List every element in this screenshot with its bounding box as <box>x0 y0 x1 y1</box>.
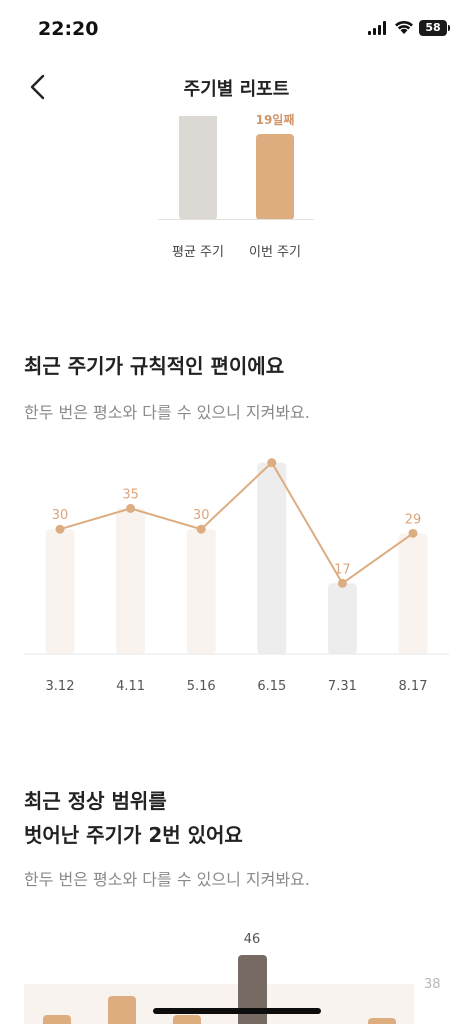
chart-point <box>196 524 206 534</box>
chart-value-label: 46 <box>264 455 281 457</box>
chart-x-tick-label: 5.16 <box>187 679 216 694</box>
chart-x-tick-label: 3.12 <box>46 679 75 694</box>
home-indicator <box>153 1008 321 1014</box>
back-arrow-icon[interactable] <box>22 70 56 104</box>
this-cycle-bar <box>256 134 294 220</box>
status-time: 22:20 <box>38 18 99 40</box>
chart-point <box>337 578 347 588</box>
chart-bar <box>327 583 357 654</box>
chart-value-label: 29 <box>405 512 422 527</box>
cellular-signal-icon <box>368 21 386 35</box>
page-title: 주기별 리포트 <box>183 79 290 100</box>
battery-indicator: 58 <box>419 20 447 36</box>
chart-bar <box>257 462 287 654</box>
chart-value-label: 17 <box>334 562 351 577</box>
chart-point <box>267 458 277 468</box>
battery-cap <box>448 25 450 31</box>
chart-value-label: 30 <box>52 508 69 523</box>
chart-x-tick-label: 4.11 <box>116 679 145 694</box>
chart-value-label: 35 <box>122 487 139 502</box>
bottom-peak-label: 46 <box>243 932 261 947</box>
this-cycle-day-label: 19일째 <box>255 113 295 127</box>
bottom-bar <box>108 996 136 1024</box>
chart-bar <box>186 529 216 654</box>
outlier-subtitle: 한두 번은 평소와 다를 수 있으니 지켜봐요. <box>24 870 310 889</box>
chart-value-label: 30 <box>193 508 210 523</box>
bottom-bar <box>368 1018 396 1024</box>
regularity-title: 최근 주기가 규칙적인 편이에요 <box>24 354 285 378</box>
chart-series-line <box>59 461 414 585</box>
chart-x-tick-label: 6.15 <box>257 679 286 694</box>
chart-point <box>55 524 65 534</box>
bottom-bar <box>43 1015 71 1024</box>
average-cycle-bar <box>179 116 217 220</box>
this-cycle-caption: 이번 주기 <box>249 245 301 260</box>
comparison-baseline <box>158 219 314 220</box>
average-cycle-caption: 평균 주기 <box>172 245 224 260</box>
chart-point <box>408 528 418 538</box>
cycle-length-chart: 30 3.12 35 4.11 30 5.16 46 6.15 17 7.31 29 8.17 <box>24 455 449 694</box>
chart-x-tick-label: 8.17 <box>399 679 428 694</box>
bottom-side-value: 38 <box>424 977 441 992</box>
chart-x-tick-label: 7.31 <box>328 679 357 694</box>
chart-point <box>126 503 136 513</box>
chart-bar <box>398 533 428 654</box>
outlier-title-line1: 최근 정상 범위를 <box>24 789 167 813</box>
chart-bar <box>45 529 75 654</box>
outlier-title-line2: 벗어난 주기가 2번 있어요 <box>24 823 243 847</box>
wifi-icon <box>395 20 413 34</box>
chart-bar <box>116 508 146 654</box>
bottom-bar <box>173 1015 201 1024</box>
normal-range-band <box>24 955 414 1024</box>
regularity-subtitle: 한두 번은 평소와 다를 수 있으니 지켜봐요. <box>24 403 310 422</box>
